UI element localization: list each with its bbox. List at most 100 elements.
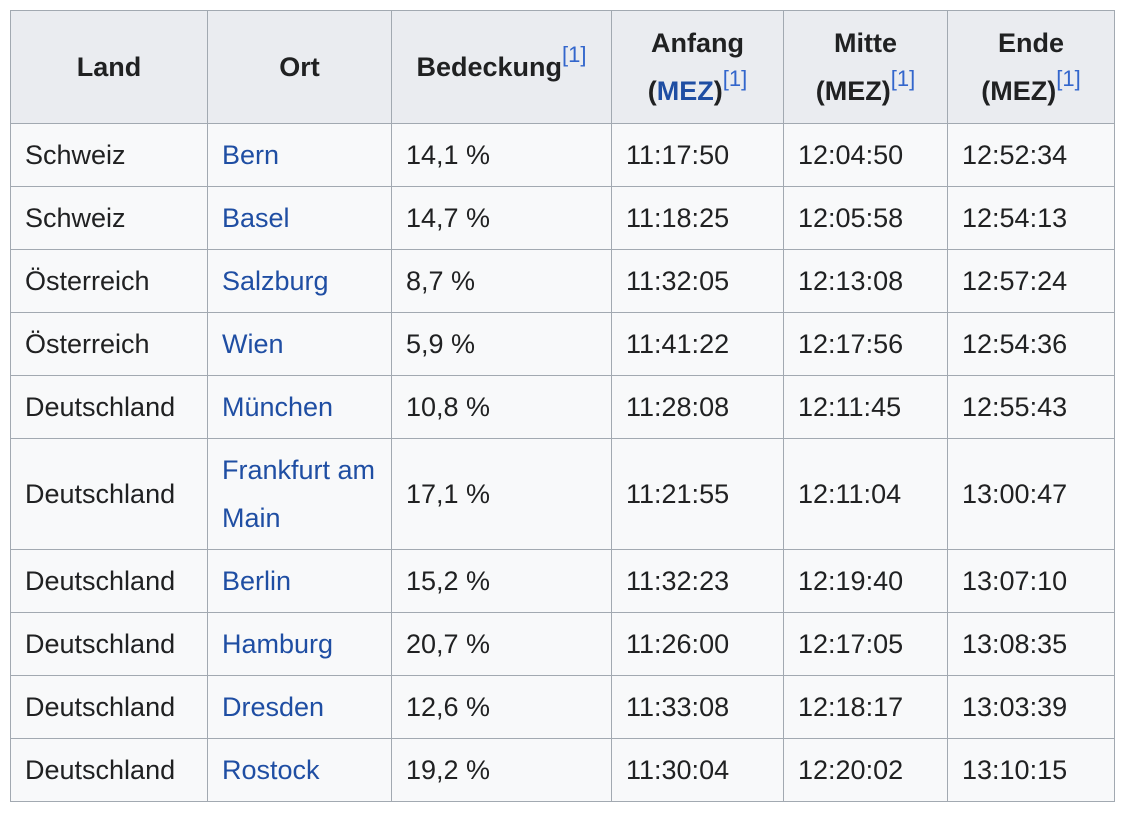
table-cell: 12:54:36 (947, 312, 1115, 376)
place-link[interactable]: Salzburg (222, 266, 329, 296)
table-row: Deutschland Rostock 19,2 % 11:30:04 12:20:02… (10, 738, 1115, 802)
table-cell: München (207, 375, 392, 439)
header-line: Anfang (651, 28, 744, 58)
table-cell: Berlin (207, 549, 392, 613)
reference[interactable]: [1] (890, 66, 916, 91)
cell-text: 12:20:02 (798, 755, 904, 785)
table-cell: Schweiz (10, 123, 208, 187)
column-header: Mitte (MEZ)[1] (783, 10, 948, 124)
header-unit: ( (647, 76, 657, 106)
cell-text: 17,1 % (406, 479, 491, 509)
table-row: Deutschland Frankfurt am Main 17,1 % 11:21:… (10, 438, 1115, 550)
table-cell: 11:21:55 (611, 438, 784, 550)
cell-text: 12:11:45 (798, 392, 902, 422)
table-cell: 14,1 % (391, 123, 612, 187)
column-header: Ende (MEZ)[1] (947, 10, 1115, 124)
table-cell: 12:54:13 (947, 186, 1115, 250)
cell-text: 10,8 % (406, 392, 491, 422)
cell-text: 20,7 % (406, 629, 491, 659)
table-cell: 11:28:08 (611, 375, 784, 439)
table-cell: Frankfurt am Main (207, 438, 392, 550)
header-line: (MEZ)[1] (981, 68, 1080, 107)
cell-text: 13:10:15 (962, 755, 1068, 785)
table-cell: 12:20:02 (783, 738, 948, 802)
table-cell: Österreich (10, 249, 208, 313)
table-cell: 17,1 % (391, 438, 612, 550)
cell-text: 5,9 % (406, 329, 476, 359)
header-unit: ) (713, 76, 723, 106)
reference[interactable]: [1] (1056, 66, 1081, 91)
table-head: Land Ort Bedeckung[1] Anfang (MEZ)[1] Mitte (M… (10, 10, 1115, 124)
cell-text: 11:21:55 (626, 479, 730, 509)
place-link[interactable]: Hamburg (222, 629, 334, 659)
cell-text: 12:17:05 (798, 629, 904, 659)
table-cell: 12:55:43 (947, 375, 1115, 439)
table-cell: 12:52:34 (947, 123, 1115, 187)
cell-text: Österreich (25, 329, 150, 359)
eclipse-table: Land Ort Bedeckung[1] Anfang (MEZ)[1] Mitte (M… (10, 10, 1115, 802)
cell-text: 13:08:35 (962, 629, 1068, 659)
table-row: Schweiz Basel 14,7 % 11:18:25 12:05:58 12:54:… (10, 186, 1115, 250)
table-cell: 12:05:58 (783, 186, 948, 250)
cell-text: 12:52:34 (962, 140, 1068, 170)
place-link[interactable]: Rostock (222, 755, 320, 785)
table-cell: 11:30:04 (611, 738, 784, 802)
header-label: Ort (279, 52, 320, 82)
table-cell: 13:08:35 (947, 612, 1115, 676)
table-cell: 10,8 % (391, 375, 612, 439)
table-cell: 5,9 % (391, 312, 612, 376)
table-cell: Deutschland (10, 438, 208, 550)
table-cell: 19,2 % (391, 738, 612, 802)
header-line: (MEZ)[1] (815, 68, 915, 107)
table-cell: 12:18:17 (783, 675, 948, 739)
table-cell: Bern (207, 123, 392, 187)
table-body: Schweiz Bern 14,1 % 11:17:50 12:04:50 12:52:3… (10, 123, 1115, 802)
cell-text: Deutschland (25, 755, 176, 785)
table-cell: 12,6 % (391, 675, 612, 739)
cell-text: Österreich (25, 266, 150, 296)
place-link[interactable]: Dresden (222, 692, 325, 722)
cell-text: 14,7 % (406, 203, 491, 233)
place-link[interactable]: Basel (222, 203, 290, 233)
place-link[interactable]: Berlin (222, 566, 292, 596)
reference[interactable]: [1] (722, 66, 748, 91)
cell-text: 15,2 % (406, 566, 491, 596)
cell-text: 12:54:36 (962, 329, 1068, 359)
table-cell: Deutschland (10, 375, 208, 439)
column-header: Ort (207, 10, 392, 124)
table-cell: 14,7 % (391, 186, 612, 250)
table-cell: 11:18:25 (611, 186, 784, 250)
table-row: Deutschland Hamburg 20,7 % 11:26:00 12:17:05… (10, 612, 1115, 676)
header-unit: (MEZ) (815, 76, 891, 106)
table-row: Österreich Wien 5,9 % 11:41:22 12:17:56 12:54… (10, 312, 1115, 376)
table-cell: Deutschland (10, 738, 208, 802)
cell-text: Deutschland (25, 566, 176, 596)
table-cell: Rostock (207, 738, 392, 802)
place-link[interactable]: Bern (222, 140, 280, 170)
cell-text: 13:00:47 (962, 479, 1068, 509)
cell-text: 12:17:56 (798, 329, 904, 359)
cell-text: 11:30:04 (626, 755, 730, 785)
column-header: Anfang (MEZ)[1] (611, 10, 784, 124)
header-line: Mitte (834, 28, 897, 58)
table-wrap: Land Ort Bedeckung[1] Anfang (MEZ)[1] Mitte (M… (10, 10, 1115, 802)
place-link[interactable]: München (222, 392, 334, 422)
cell-text: Deutschland (25, 692, 176, 722)
table-cell: Deutschland (10, 549, 208, 613)
table-cell: 12:57:24 (947, 249, 1115, 313)
cell-text: 12:04:50 (798, 140, 904, 170)
unit-link[interactable]: MEZ (656, 76, 714, 106)
table-cell: 12:11:45 (783, 375, 948, 439)
table-cell: 15,2 % (391, 549, 612, 613)
cell-text: 12:57:24 (962, 266, 1068, 296)
reference[interactable]: [1] (562, 42, 587, 67)
table-cell: Deutschland (10, 675, 208, 739)
place-link[interactable]: Wien (222, 329, 284, 359)
cell-text: Schweiz (25, 140, 126, 170)
cell-text: 8,7 % (406, 266, 476, 296)
place-link[interactable]: Frankfurt am Main (222, 455, 376, 533)
table-cell: 13:00:47 (947, 438, 1115, 550)
table-cell: 12:17:05 (783, 612, 948, 676)
cell-text: Deutschland (25, 479, 176, 509)
cell-text: 13:03:39 (962, 692, 1068, 722)
